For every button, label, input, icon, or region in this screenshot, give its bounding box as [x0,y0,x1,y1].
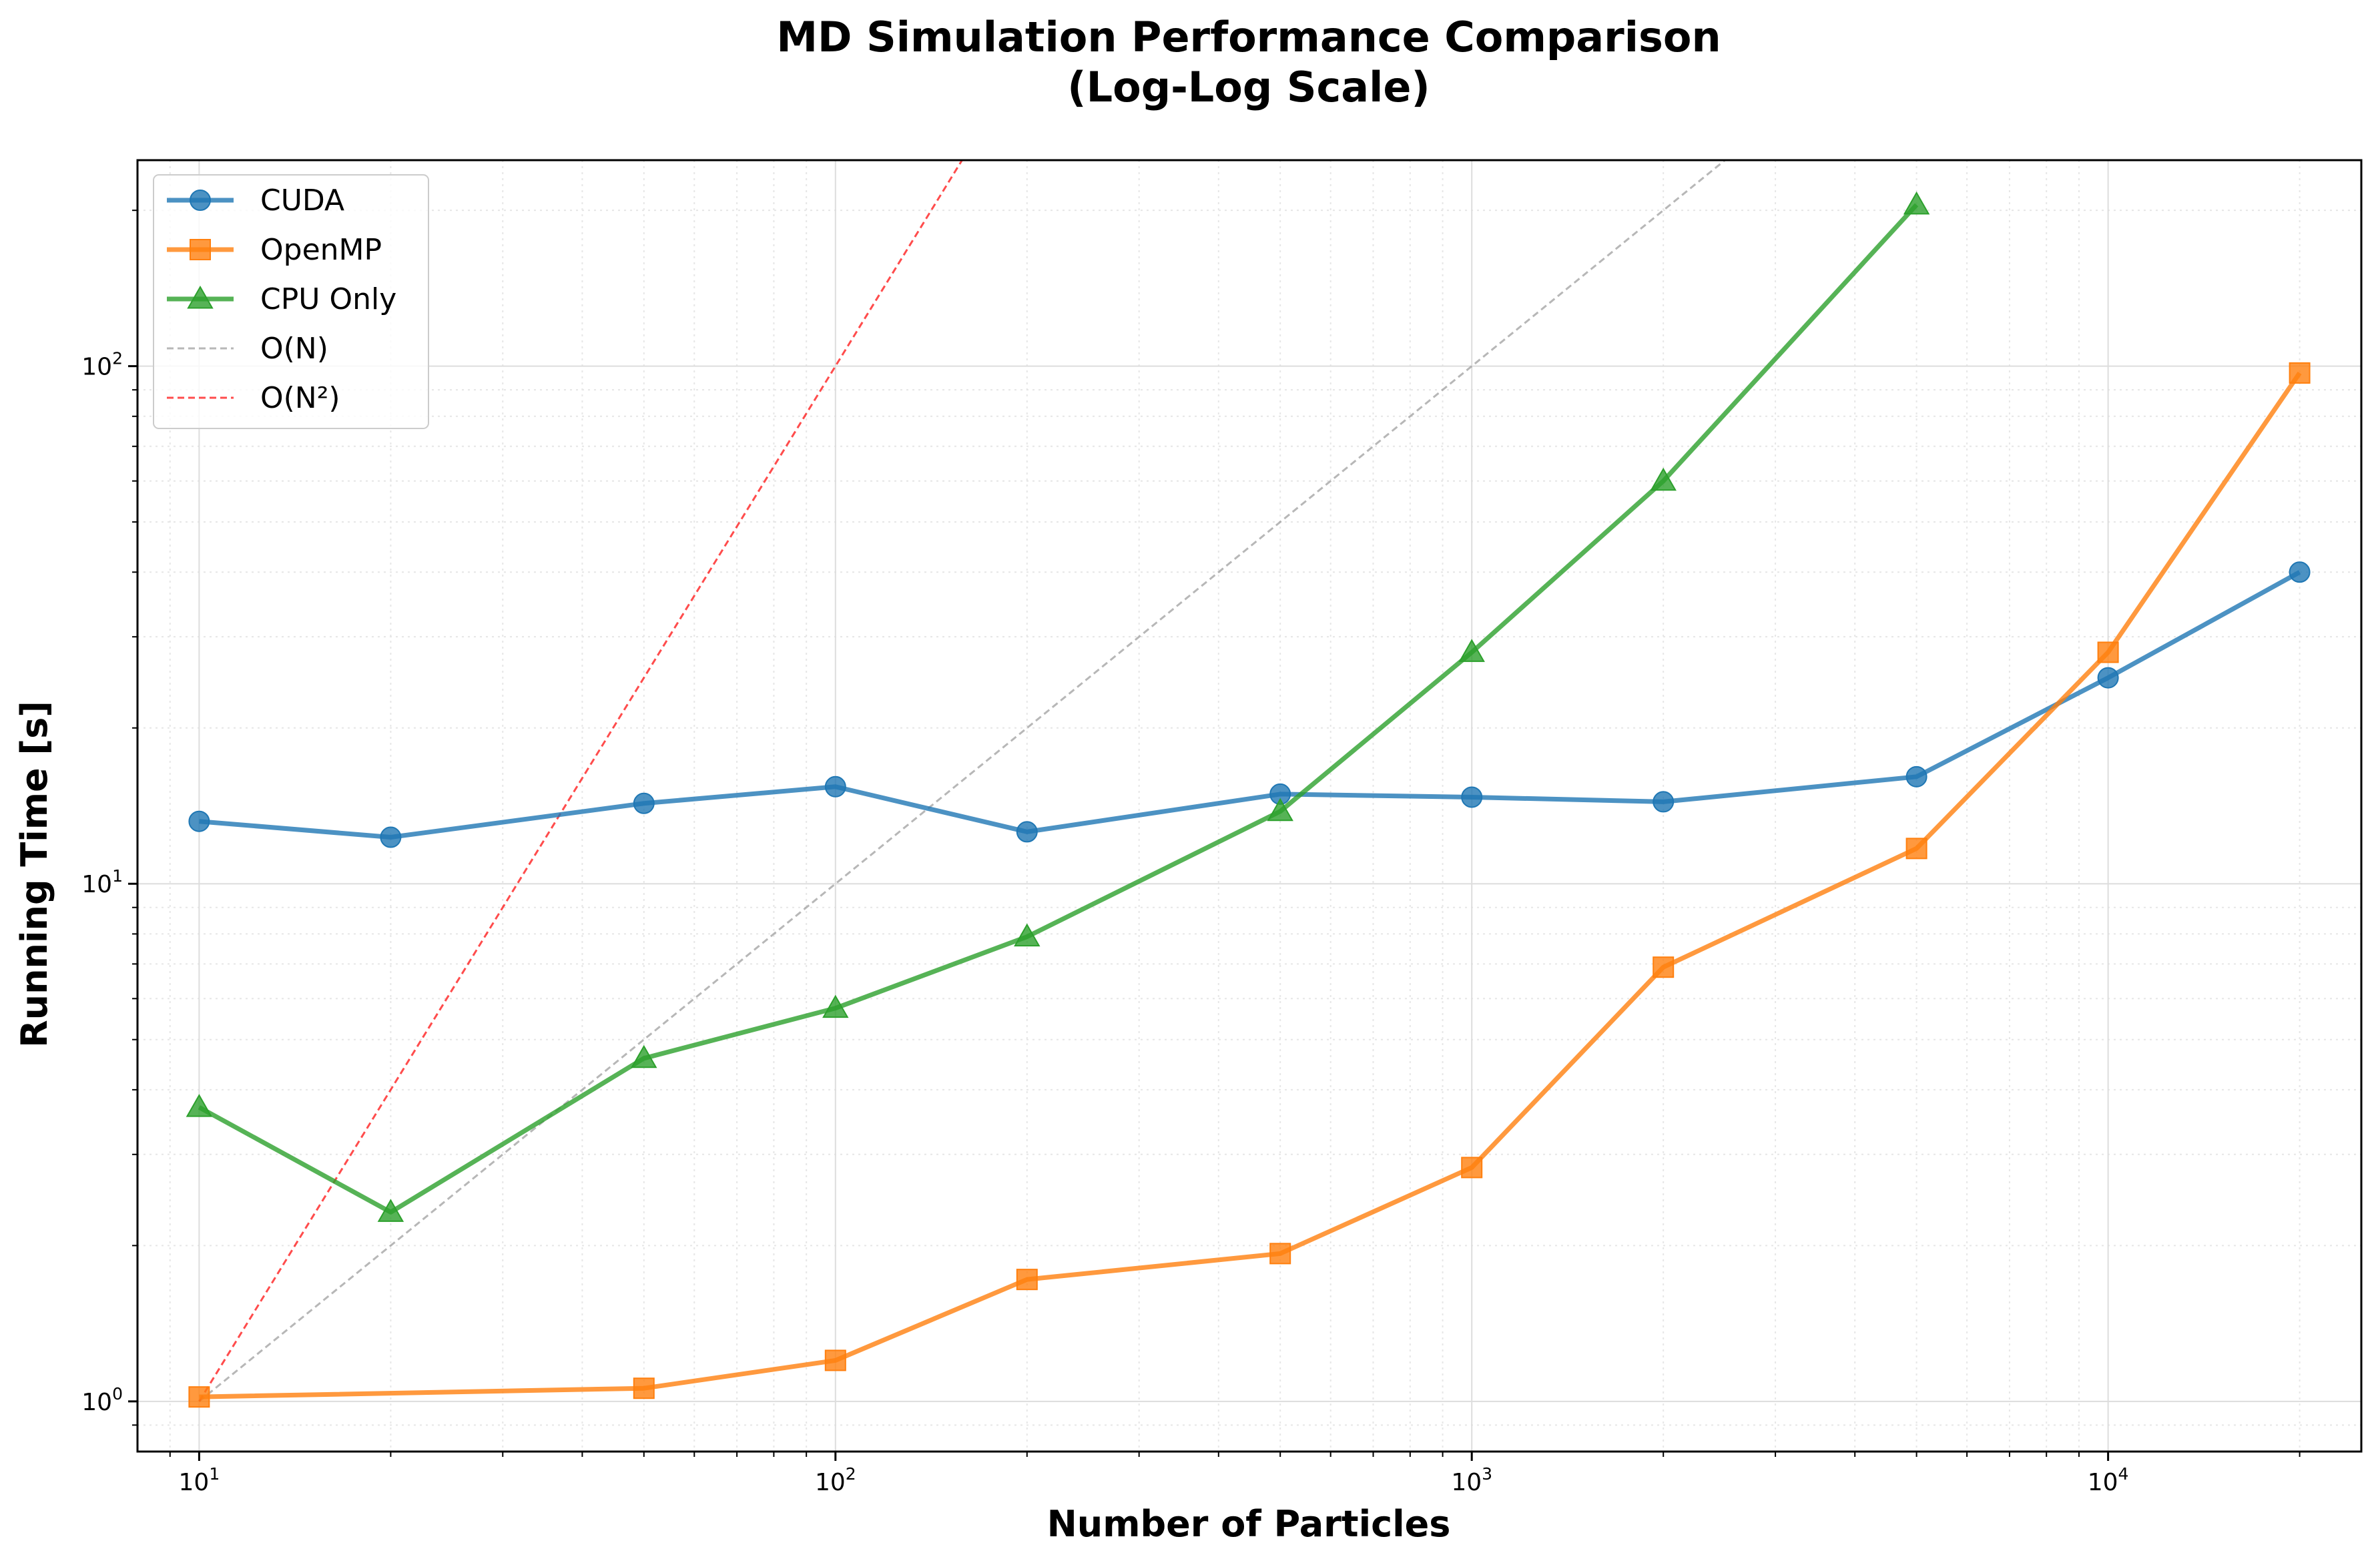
legend-item-cpu-only: CPU Only [167,282,396,316]
data-point-cuda [1653,791,1675,813]
data-point-cpu-only [1650,467,1677,491]
series-line-cuda [199,570,2301,840]
y-axis-label: Running Time [s] [13,701,55,1048]
data-point-cuda [2289,561,2311,583]
x-tick-label: 103 [1451,1464,1492,1496]
data-point-openmp [1461,1157,1483,1179]
legend-item-cuda: CUDA [167,184,344,218]
legend-label: OpenMP [260,233,382,267]
legend-marker [187,285,214,309]
legend-label: O(N²) [260,381,340,415]
data-point-openmp [1269,1243,1291,1265]
data-point-cpu-only [1903,191,1930,215]
legend-label: CPU Only [260,282,396,316]
series-line-o-n [198,160,963,1402]
data-point-cuda [2097,667,2119,689]
data-point-openmp [1905,838,1927,860]
legend-item-o-n: O(N²) [167,381,340,415]
data-point-cpu-only [822,994,849,1018]
data-point-cpu-only [1267,798,1293,822]
series-cuda [188,561,2311,848]
data-point-cuda [1461,786,1483,808]
data-point-cuda [824,775,846,798]
series-cpu-only [186,191,1930,1222]
legend-box [153,174,429,429]
plot-frame [136,159,2363,1453]
minor-grid [137,160,2361,1452]
data-point-cpu-only [1458,639,1485,662]
y-tick-label: 100 [81,1384,123,1416]
data-point-cpu-only [631,1044,657,1068]
data-point-cpu-only [1014,923,1040,947]
data-point-openmp [633,1377,655,1399]
legend: CUDA OpenMP CPU Only O(N) O(N²) [153,174,429,429]
legend-label: O(N) [260,332,328,366]
chart-subtitle: (Log-Log Scale) [1067,63,1430,111]
data-point-cuda [1905,765,1927,788]
chart-title: MD Simulation Performance Comparison [776,13,1721,61]
legend-item-openmp: OpenMP [167,233,382,267]
x-tick-label: 102 [815,1464,856,1496]
legend-marker [190,239,211,260]
data-point-cuda [1016,821,1038,843]
data-point-openmp [824,1349,846,1371]
series-layer [186,160,2311,1408]
data-point-openmp [1653,956,1675,978]
data-point-cuda [380,826,402,848]
data-point-cpu-only [377,1199,404,1222]
series-o-n [198,160,963,1402]
y-tick-label: 101 [81,866,123,898]
y-axis-ticks: 100 101 102 [81,210,137,1426]
data-point-cpu-only [186,1094,213,1117]
data-point-cuda [188,810,210,832]
y-tick-label: 102 [81,349,123,381]
x-tick-label: 101 [179,1464,220,1496]
data-point-openmp [188,1386,210,1408]
x-tick-label: 104 [2088,1464,2129,1496]
legend-marker [190,190,211,211]
x-axis-label: Number of Particles [1047,1503,1451,1545]
series-line-o-n [198,160,1726,1403]
legend-label: CUDA [260,184,344,218]
data-point-openmp [2097,641,2119,663]
series-openmp [188,362,2311,1408]
legend-item-o-n: O(N) [167,332,328,366]
series-o-n [198,160,1726,1403]
x-axis-ticks: 101 102 103 104 [169,1452,2301,1496]
data-point-openmp [1016,1269,1038,1291]
series-line-cpu-only [198,203,1919,1215]
data-point-openmp [2289,362,2311,384]
data-point-cuda [633,792,655,814]
series-line-openmp [199,371,2302,1399]
